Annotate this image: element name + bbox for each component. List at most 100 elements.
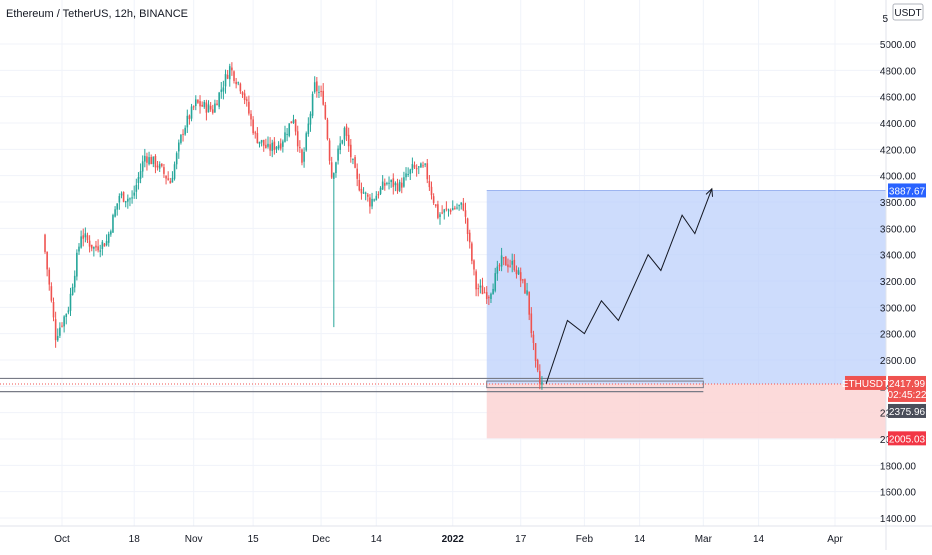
price-tick-label: 3000.00 — [880, 303, 917, 314]
candle-body — [296, 131, 299, 147]
candle-body — [409, 169, 412, 174]
candle-body — [222, 87, 225, 92]
time-axis: Oct 18 Nov 15 Dec 14 2022 17 Feb 14 Mar 14 Apr — [0, 525, 932, 545]
candle-body — [59, 327, 61, 336]
candle-body — [330, 162, 333, 178]
candle-body — [254, 132, 257, 134]
target-price-label-bg — [888, 183, 926, 198]
target-price-label: 3887.67 — [889, 186, 926, 197]
candle-body — [437, 204, 439, 218]
candle-body — [224, 74, 227, 87]
candle-body — [152, 156, 155, 165]
candle-body — [188, 115, 191, 120]
candle-body — [110, 231, 112, 235]
candle-body — [441, 212, 443, 214]
candle-body — [235, 81, 237, 85]
candle-body — [316, 81, 318, 92]
candle-body — [133, 192, 136, 196]
candle-body — [95, 245, 97, 248]
chart-title: Ethereum / TetherUS, 12h, BINANCE — [6, 8, 188, 20]
candle-body — [107, 233, 110, 243]
candle-body — [511, 260, 514, 265]
price-tick-label: 1800.00 — [880, 461, 917, 472]
candle-body — [129, 198, 131, 200]
candle-body — [309, 113, 312, 125]
candle-body — [88, 240, 91, 247]
currency-badge[interactable]: USDT — [894, 8, 921, 19]
candle-body — [301, 149, 303, 163]
candle-body — [65, 313, 68, 318]
candle-body — [63, 316, 65, 327]
candle-body — [76, 252, 78, 277]
candle-body — [430, 186, 433, 196]
candle-body — [383, 183, 386, 186]
price-tick-label: 3600.00 — [880, 224, 917, 235]
candle-body — [105, 241, 108, 246]
candles — [44, 62, 543, 390]
projection-path — [545, 187, 714, 384]
candle-body — [462, 203, 465, 211]
candle-body — [167, 178, 169, 180]
candle-body — [379, 187, 382, 194]
candle-body — [248, 101, 250, 114]
time-tick-label: 17 — [515, 534, 527, 545]
candle-body — [186, 115, 189, 128]
candle-body — [322, 90, 325, 105]
candle-body — [52, 301, 55, 318]
candle-body — [313, 82, 316, 93]
candle-body — [536, 359, 539, 371]
candle-body — [97, 246, 99, 251]
candle-body — [333, 173, 335, 179]
candle-body — [381, 181, 384, 190]
candle-body — [449, 210, 452, 212]
candle-body — [203, 101, 206, 107]
candle-body — [468, 232, 471, 243]
candle-body — [228, 66, 231, 80]
candle-body — [277, 145, 280, 149]
position-zones — [486, 189, 886, 439]
candle-body — [284, 132, 286, 142]
candle-body — [93, 247, 95, 249]
candle-body — [171, 177, 174, 183]
candle-body — [426, 163, 429, 180]
candle-body — [267, 143, 269, 147]
time-tick-label: Dec — [312, 534, 330, 545]
price-axis: 1400.001600.001800.002000.002200.002400.… — [842, 0, 927, 550]
candle-body — [118, 195, 121, 203]
candle-body — [466, 218, 469, 234]
currency-badge-frame[interactable] — [892, 3, 924, 21]
candle-body — [471, 243, 473, 261]
candle-body — [209, 105, 212, 110]
candle-body — [207, 104, 210, 113]
candle-body — [400, 182, 403, 188]
candle-body — [165, 175, 167, 179]
candle-body — [345, 126, 348, 136]
candle-body — [343, 127, 346, 140]
candle-body — [494, 273, 497, 291]
candle-body — [243, 93, 246, 100]
candle-body — [258, 141, 261, 144]
time-tick-label: 2022 — [442, 534, 465, 545]
candle-body — [337, 148, 339, 161]
time-tick-label: 14 — [634, 534, 646, 545]
time-tick-label: Mar — [695, 534, 713, 545]
candle-body — [407, 174, 409, 176]
candle-body — [530, 313, 533, 334]
candle-body — [173, 164, 176, 179]
candle-body — [458, 205, 460, 207]
candle-body — [377, 194, 380, 196]
candle-body — [139, 171, 142, 179]
candle-body — [375, 195, 378, 201]
candle-body — [515, 269, 518, 275]
price-tick-label: 1400.00 — [880, 514, 917, 525]
candle-body — [269, 144, 271, 151]
candle-body — [260, 140, 263, 143]
candle-body — [360, 188, 363, 194]
candle-body — [50, 286, 53, 301]
candle-body — [415, 167, 418, 170]
candle-body — [131, 197, 133, 199]
candle-body — [358, 179, 361, 191]
candle-body — [341, 140, 344, 144]
